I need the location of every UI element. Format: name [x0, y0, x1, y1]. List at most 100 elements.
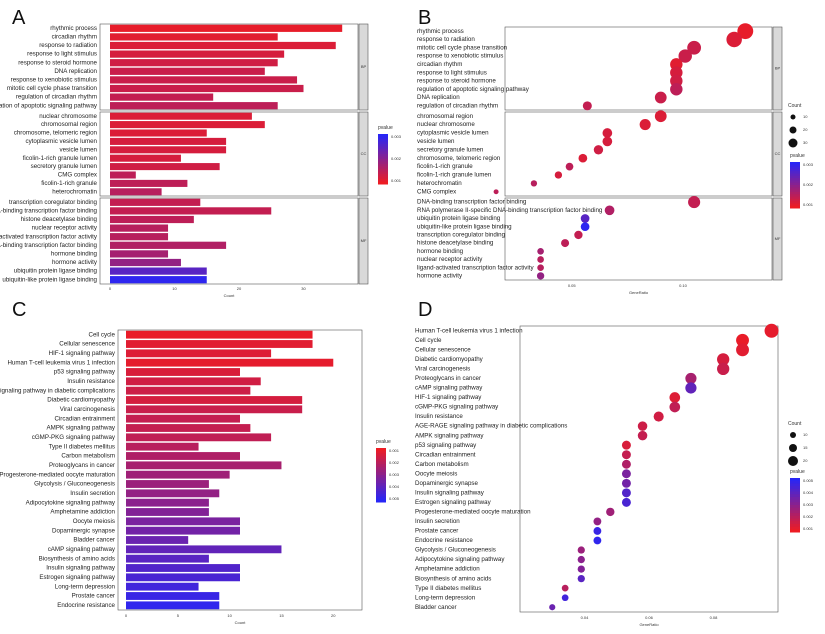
- panel-b-category-label: regulation of circadian rhythm: [417, 102, 498, 109]
- panel-d-legend-swatch: [790, 523, 800, 528]
- panel-d-size-legend-dot: [788, 456, 798, 466]
- panel-c-bar: [126, 340, 313, 348]
- panel-a-facet-strip: [358, 197, 369, 285]
- panel-a-category-label: nuclear chromosome: [39, 113, 97, 120]
- panel-d-size-legend-dot: [789, 444, 797, 452]
- panel-a-bar: [110, 50, 285, 58]
- panel-c-legend-swatch: [376, 491, 386, 495]
- panel-d-frame: [519, 325, 779, 613]
- panel-c-bar: [126, 442, 199, 451]
- panel-d-category-label: Long-term depression: [415, 594, 476, 601]
- panel-d-x-tick: 0.06: [645, 615, 654, 620]
- panel-c-category-label: AGE-RAGE signaling pathway in diabetic c…: [0, 387, 115, 394]
- panel-b-dot: [537, 256, 544, 263]
- panel-d-dot: [621, 459, 631, 469]
- panel-d-dot: [685, 382, 697, 394]
- panel-d-dot: [621, 478, 631, 488]
- panel-b-size-legend-label: 30: [803, 140, 808, 145]
- panel-b-legend-tick: 0.002: [803, 182, 814, 187]
- panel-d-legend-swatch: [790, 491, 800, 495]
- panel-d-dot: [606, 507, 615, 517]
- panel-b-category-label: hormone binding: [417, 248, 464, 255]
- panel-a-legend-title: pvalue: [378, 125, 393, 131]
- panel-c-category-label: Amphetamine addiction: [50, 509, 115, 516]
- panel-b-legend-swatch: [790, 196, 800, 200]
- panel-a-legend-swatch: [378, 179, 388, 182]
- panel-c-legend-swatch: [376, 469, 386, 473]
- panel-d-dot: [736, 333, 749, 347]
- panel-b-category-label: circadian rhythm: [417, 61, 462, 68]
- panel-d-legend-tick: 0.002: [803, 514, 814, 519]
- panel-b-dot: [639, 119, 651, 131]
- panel-a-category-label: mitotic cell cycle phase transition: [7, 85, 98, 92]
- panel-b-size-legend-dot: [788, 138, 798, 148]
- panel-c-category-label: cAMP signaling pathway: [48, 546, 116, 553]
- panel-b-dot: [678, 49, 692, 63]
- panel-a-legend-swatch: [378, 159, 388, 162]
- panel-b-size-legend-label: 10: [803, 114, 808, 119]
- panel-d-legend-swatch: [790, 521, 800, 525]
- panel-a-facet-strip: [358, 111, 369, 197]
- panel-c-legend-swatch: [376, 461, 386, 465]
- panel-a-facet-strip: [358, 23, 369, 111]
- panel-a-bar: [110, 188, 162, 196]
- panel-a-legend-swatch: [378, 139, 388, 142]
- panel-a-category-label: ficolin-1-rich granule lumen: [23, 155, 98, 162]
- panel-b-category-label: chromosome, telomeric region: [417, 155, 501, 162]
- panel-c-x-label: Count: [235, 620, 247, 625]
- panel-d-category-label: Diabetic cardiomyopathy: [415, 356, 484, 363]
- panel-c-legend-swatch: [376, 493, 386, 498]
- panel-d-dot: [621, 488, 631, 498]
- panel-d-legend-swatch: [790, 480, 800, 484]
- panel-a-facet-box: [99, 111, 359, 197]
- panel-c-legend-tick: 0.002: [389, 460, 400, 465]
- panel-a-category-label: regulation of apoptotic signaling pathwa…: [0, 102, 98, 109]
- panel-b-category-label: chromosomal region: [417, 113, 474, 120]
- panel-c-legend-swatch: [376, 483, 386, 487]
- panel-d-legend-swatch: [790, 518, 800, 522]
- panel-a-legend-swatch: [378, 151, 388, 155]
- panel-d-category-label: Insulin resistance: [415, 413, 463, 420]
- panel-d-category-label: Estrogen signaling pathway: [415, 499, 492, 506]
- panel-c-bar: [126, 508, 209, 516]
- panel-d-category-label: Glycolysis / Gluconeogenesis: [415, 547, 496, 554]
- panel-d-legend: pvalue 0.005 0.004 0.003 0.002 0.001: [790, 469, 814, 533]
- panel-d-dot: [593, 517, 602, 526]
- panel-d-dot: [561, 584, 569, 592]
- panel-c-legend-tick: 0.005: [389, 496, 400, 501]
- panel-c-legend-title: pvalue: [376, 439, 391, 445]
- panel-c-legend-swatch: [376, 499, 386, 503]
- panel-b-category-label: ubiquitin protein ligase binding: [417, 215, 501, 222]
- panel-b-legend-swatch: [790, 198, 800, 202]
- panel-a-legend: pvalue 0.003 0.002 0.001: [378, 125, 402, 185]
- panel-b-legend-swatch: [790, 182, 800, 186]
- panel-b-legend-swatch: [790, 185, 800, 188]
- panel-c-bar: [126, 461, 282, 470]
- panel-c-category-label: p53 signaling pathway: [54, 369, 116, 376]
- panel-b-category-label: CMG complex: [417, 188, 457, 195]
- panel-d-legend-swatch: [790, 515, 800, 519]
- panel-b-legend-swatch: [790, 205, 800, 209]
- panel-b-category-label: ligand-activated transcription factor ac…: [417, 264, 534, 271]
- panel-b-facet-label: BP: [775, 66, 781, 71]
- panel-a-bar: [110, 207, 272, 215]
- panel-b-legend-swatch: [790, 166, 800, 170]
- panel-a-legend-swatch: [378, 136, 388, 140]
- panel-c-category-label: cGMP-PKG signaling pathway: [32, 434, 116, 441]
- panel-a-bar: [110, 76, 298, 84]
- panel-b-category-label: transcription coregulator binding: [417, 232, 506, 239]
- panel-c-bar: [126, 489, 220, 498]
- panel-b-dot: [561, 239, 570, 248]
- panel-a-legend-swatch: [378, 176, 388, 180]
- panel-b-legend-swatch: [790, 180, 800, 184]
- panel-c-bar: [126, 433, 272, 442]
- panel-c-legend-swatch: [376, 477, 386, 481]
- panel-d-legend-swatch: [790, 513, 800, 517]
- panel-b-category-label: response to light stimulus: [417, 69, 487, 76]
- panel-d-category-label: Circadian entrainment: [415, 451, 476, 458]
- panel-c-bar: [126, 452, 240, 460]
- panel-d-legend-swatch: [790, 488, 800, 492]
- panel-a-legend-tick: 0.003: [391, 134, 402, 139]
- panel-d-category-label: Adipocytokine signaling pathway: [415, 556, 505, 563]
- panel-d-category-label: Type II diabetes mellitus: [415, 585, 481, 592]
